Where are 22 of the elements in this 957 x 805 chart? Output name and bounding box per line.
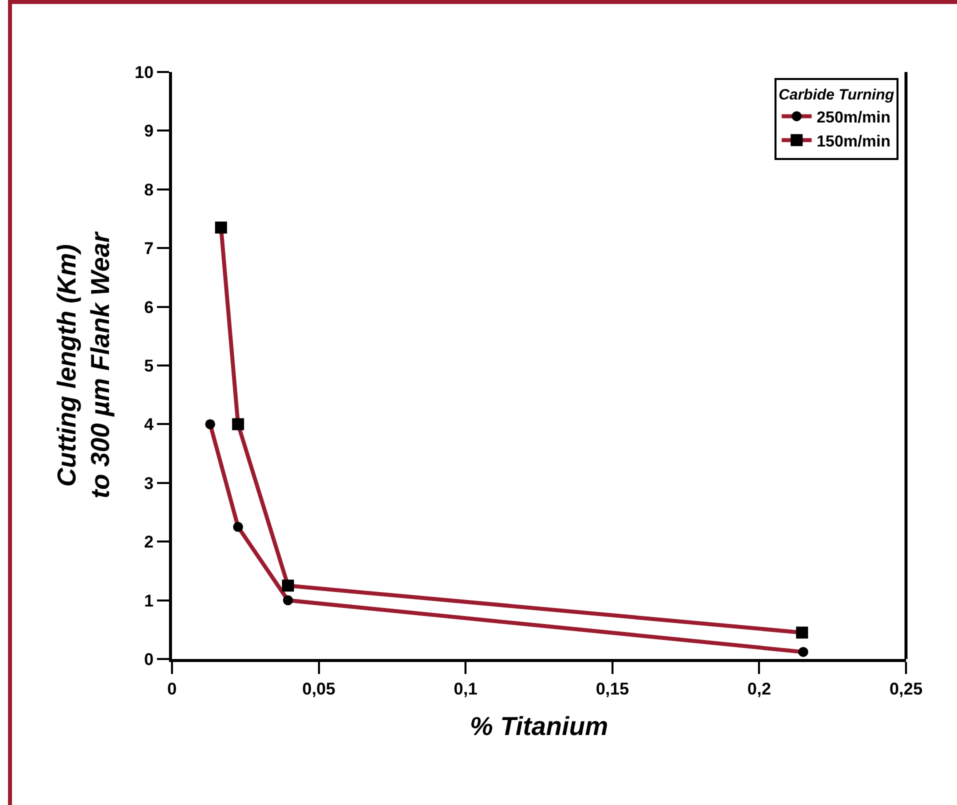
y-tick-label: 9 [144, 122, 154, 141]
x-tick-label: 0,25 [889, 679, 923, 698]
y-tick-label: 0 [144, 650, 154, 669]
x-tick-label: 0,05 [302, 679, 336, 698]
legend-label: 250m/min [816, 110, 890, 127]
y-tick-label: 8 [144, 180, 154, 200]
y-tick-label: 5 [144, 356, 154, 376]
x-axis-title: % Titanium [470, 711, 608, 742]
y-tick-label: 10 [134, 62, 154, 82]
x-tick-label: 0,2 [747, 679, 772, 698]
y-tick-label: 3 [144, 474, 154, 493]
y-tick-label: 4 [144, 415, 154, 434]
legend-label: 150m/min [816, 133, 890, 150]
x-tick-label: 0,15 [596, 679, 629, 698]
legend-title: Carbide Turning [778, 86, 894, 104]
y-tick-label: 6 [144, 298, 154, 317]
y-tick-label: 2 [144, 532, 154, 552]
y-axis-title: Cutting length (Km) to 300 µm Flank Wear [51, 230, 116, 498]
x-tick-label: 0,1 [454, 679, 478, 698]
y-tick-label: 7 [144, 239, 154, 258]
y-tick-label: 1 [144, 591, 154, 610]
x-tick-label: 0 [167, 679, 177, 698]
